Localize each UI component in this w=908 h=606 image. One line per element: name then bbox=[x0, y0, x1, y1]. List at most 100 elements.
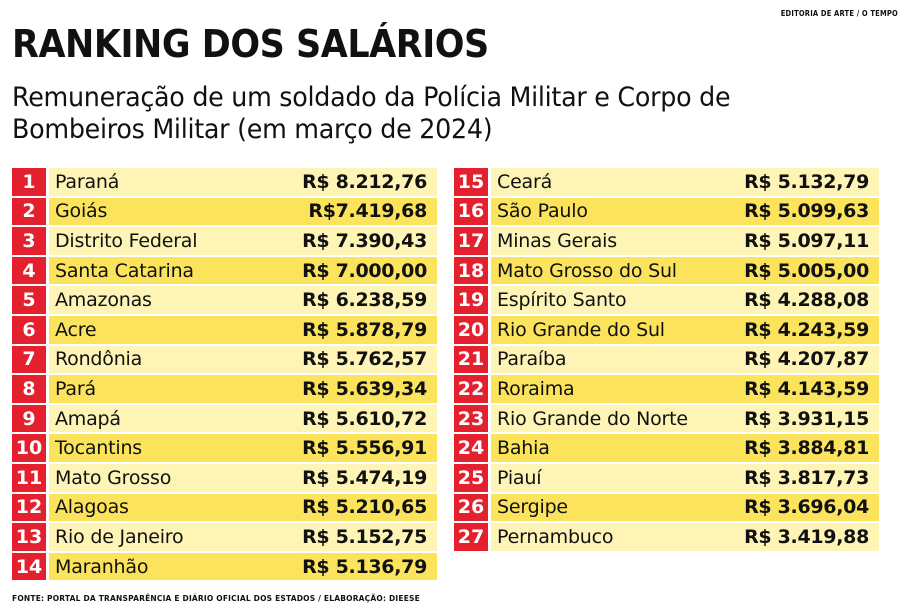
salary-value: R$ 3.884,81 bbox=[744, 437, 869, 460]
salary-value: R$ 5.610,72 bbox=[302, 407, 427, 430]
state-name: Paraná bbox=[55, 170, 120, 193]
ranking-row: 15 Ceará R$ 5.132,79 bbox=[454, 168, 879, 196]
row-bar: Rio Grande do Sul R$ 4.243,59 bbox=[491, 315, 879, 344]
state-name: Acre bbox=[55, 318, 97, 341]
salary-value: R$ 7.390,43 bbox=[302, 229, 427, 252]
state-name: Amapá bbox=[55, 407, 121, 430]
ranking-row: 9 Amapá R$ 5.610,72 bbox=[12, 404, 437, 433]
row-bar: Espírito Santo R$ 4.288,08 bbox=[491, 286, 879, 314]
rank-number: 2 bbox=[12, 197, 46, 226]
ranking-row: 3 Distrito Federal R$ 7.390,43 bbox=[12, 227, 437, 255]
rank-number: 25 bbox=[454, 463, 488, 492]
salary-value: R$ 7.000,00 bbox=[302, 259, 427, 282]
row-bar: Minas Gerais R$ 5.097,11 bbox=[491, 227, 879, 255]
ranking-row: 26 Sergipe R$ 3.696,04 bbox=[454, 493, 879, 522]
ranking-row: 4 Santa Catarina R$ 7.000,00 bbox=[12, 256, 437, 285]
row-bar: Santa Catarina R$ 7.000,00 bbox=[49, 256, 437, 285]
state-name: Espírito Santo bbox=[497, 289, 627, 312]
ranking-row: 13 Rio de Janeiro R$ 5.152,75 bbox=[12, 523, 437, 551]
chart-title: RANKING DOS SALÁRIOS bbox=[12, 22, 489, 66]
state-name: Pará bbox=[55, 377, 96, 400]
rank-number: 16 bbox=[454, 197, 488, 226]
state-name: Santa Catarina bbox=[55, 259, 194, 282]
salary-value: R$ 5.210,65 bbox=[302, 496, 427, 519]
credit-line: EDITORIA DE ARTE / O TEMPO bbox=[780, 9, 898, 18]
row-bar: Alagoas R$ 5.210,65 bbox=[49, 493, 437, 522]
salary-value: R$ 5.005,00 bbox=[744, 259, 869, 282]
ranking-row: 7 Rondônia R$ 5.762,57 bbox=[12, 345, 437, 374]
row-bar: Paraná R$ 8.212,76 bbox=[49, 168, 437, 196]
state-name: Mato Grosso bbox=[55, 466, 172, 489]
ranking-column-left: 1 Paraná R$ 8.212,76 2 Goiás R$7.419,68 3 Distr… bbox=[12, 168, 437, 582]
row-bar: Piauí R$ 3.817,73 bbox=[491, 463, 879, 492]
salary-value: R$ 3.696,04 bbox=[744, 496, 869, 519]
salary-value: R$ 5.474,19 bbox=[302, 466, 427, 489]
row-bar: Rondônia R$ 5.762,57 bbox=[49, 345, 437, 374]
salary-value: R$ 3.931,15 bbox=[744, 407, 869, 430]
rank-number: 1 bbox=[12, 168, 46, 196]
salary-value: R$ 5.097,11 bbox=[744, 229, 869, 252]
salary-value: R$ 5.878,79 bbox=[302, 318, 427, 341]
state-name: Minas Gerais bbox=[497, 229, 617, 252]
ranking-row: 6 Acre R$ 5.878,79 bbox=[12, 315, 437, 344]
row-bar: Bahia R$ 3.884,81 bbox=[491, 434, 879, 462]
row-bar: Distrito Federal R$ 7.390,43 bbox=[49, 227, 437, 255]
ranking-row: 8 Pará R$ 5.639,34 bbox=[12, 375, 437, 403]
salary-value: R$ 4.243,59 bbox=[744, 318, 869, 341]
ranking-row: 22 Roraima R$ 4.143,59 bbox=[454, 375, 879, 403]
row-bar: Maranhão R$ 5.136,79 bbox=[49, 552, 437, 581]
rank-number: 4 bbox=[12, 256, 46, 285]
state-name: Piauí bbox=[497, 466, 542, 489]
state-name: Paraíba bbox=[497, 348, 567, 371]
salary-value: R$ 8.212,76 bbox=[302, 170, 427, 193]
ranking-row: 14 Maranhão R$ 5.136,79 bbox=[12, 552, 437, 581]
ranking-row: 20 Rio Grande do Sul R$ 4.243,59 bbox=[454, 315, 879, 344]
ranking-column-right: 15 Ceará R$ 5.132,79 16 São Paulo R$ 5.099,63… bbox=[454, 168, 879, 553]
salary-value: R$ 5.762,57 bbox=[302, 348, 427, 371]
row-bar: Rio de Janeiro R$ 5.152,75 bbox=[49, 523, 437, 551]
state-name: Amazonas bbox=[55, 289, 152, 312]
row-bar: Amapá R$ 5.610,72 bbox=[49, 404, 437, 433]
rank-number: 19 bbox=[454, 286, 488, 314]
row-bar: Acre R$ 5.878,79 bbox=[49, 315, 437, 344]
source-note: FONTE: PORTAL DA TRANSPARÊNCIA E DIÁRIO … bbox=[12, 594, 420, 603]
ranking-row: 10 Tocantins R$ 5.556,91 bbox=[12, 434, 437, 462]
ranking-row: 11 Mato Grosso R$ 5.474,19 bbox=[12, 463, 437, 492]
rank-number: 7 bbox=[12, 345, 46, 374]
ranking-row: 23 Rio Grande do Norte R$ 3.931,15 bbox=[454, 404, 879, 433]
salary-value: R$ 5.136,79 bbox=[302, 555, 427, 578]
rank-number: 18 bbox=[454, 256, 488, 285]
salary-value: R$ 5.132,79 bbox=[744, 170, 869, 193]
row-bar: Rio Grande do Norte R$ 3.931,15 bbox=[491, 404, 879, 433]
rank-number: 23 bbox=[454, 404, 488, 433]
ranking-row: 12 Alagoas R$ 5.210,65 bbox=[12, 493, 437, 522]
rank-number: 9 bbox=[12, 404, 46, 433]
rank-number: 27 bbox=[454, 523, 488, 551]
state-name: Rondônia bbox=[55, 348, 143, 371]
state-name: Pernambuco bbox=[497, 525, 614, 548]
ranking-row: 5 Amazonas R$ 6.238,59 bbox=[12, 286, 437, 314]
salary-value: R$ 5.099,63 bbox=[744, 200, 869, 223]
row-bar: São Paulo R$ 5.099,63 bbox=[491, 197, 879, 226]
row-bar: Sergipe R$ 3.696,04 bbox=[491, 493, 879, 522]
ranking-row: 21 Paraíba R$ 4.207,87 bbox=[454, 345, 879, 374]
rank-number: 24 bbox=[454, 434, 488, 462]
rank-number: 8 bbox=[12, 375, 46, 403]
salary-value: R$ 4.207,87 bbox=[744, 348, 869, 371]
rank-number: 22 bbox=[454, 375, 488, 403]
rank-number: 17 bbox=[454, 227, 488, 255]
ranking-row: 16 São Paulo R$ 5.099,63 bbox=[454, 197, 879, 226]
rank-number: 5 bbox=[12, 286, 46, 314]
row-bar: Tocantins R$ 5.556,91 bbox=[49, 434, 437, 462]
salary-value: R$ 6.238,59 bbox=[302, 289, 427, 312]
salary-value: R$ 5.152,75 bbox=[302, 525, 427, 548]
ranking-row: 2 Goiás R$7.419,68 bbox=[12, 197, 437, 226]
ranking-row: 24 Bahia R$ 3.884,81 bbox=[454, 434, 879, 462]
state-name: Rio de Janeiro bbox=[55, 525, 184, 548]
salary-value: R$7.419,68 bbox=[308, 200, 427, 223]
salary-value: R$ 5.639,34 bbox=[302, 377, 427, 400]
rank-number: 3 bbox=[12, 227, 46, 255]
state-name: Maranhão bbox=[55, 555, 149, 578]
rank-number: 21 bbox=[454, 345, 488, 374]
row-bar: Pernambuco R$ 3.419,88 bbox=[491, 523, 879, 551]
